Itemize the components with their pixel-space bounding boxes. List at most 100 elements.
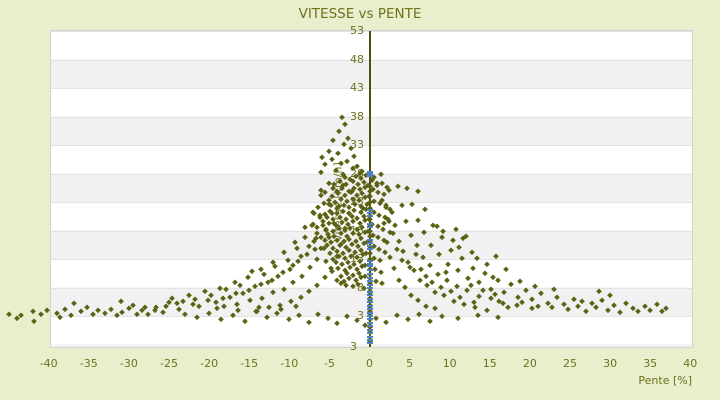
data-point <box>583 308 589 314</box>
x-tick-label: 25 <box>563 357 577 370</box>
data-point <box>415 297 421 303</box>
gridline <box>51 88 692 89</box>
zero-axis-mark <box>366 297 373 300</box>
gridline <box>51 59 692 61</box>
data-point <box>293 303 299 309</box>
data-point <box>349 241 355 247</box>
x-tick-label: -35 <box>79 357 98 370</box>
chart-title: VITESSE vs PENTE <box>298 6 422 22</box>
x-tick-label: 30 <box>603 357 618 370</box>
gridline <box>51 116 692 118</box>
data-point <box>275 272 281 279</box>
data-point <box>471 299 477 305</box>
data-point <box>395 183 401 189</box>
data-point <box>379 180 385 186</box>
data-point <box>408 292 414 299</box>
data-point <box>438 284 444 290</box>
data-point <box>176 306 182 312</box>
data-point <box>554 294 560 300</box>
data-point <box>350 178 356 184</box>
data-point <box>329 268 335 274</box>
data-point <box>469 249 475 255</box>
data-point <box>488 295 494 301</box>
data-point <box>405 316 411 322</box>
data-point <box>630 305 636 311</box>
data-point <box>280 269 286 275</box>
data-point <box>549 304 555 310</box>
y-tick-label: 53 <box>350 24 364 37</box>
data-point <box>423 303 429 309</box>
data-point <box>57 314 63 320</box>
data-point <box>391 265 397 271</box>
data-point <box>274 310 280 316</box>
data-point <box>266 304 272 310</box>
data-point <box>295 258 301 264</box>
zero-axis-mark <box>366 325 373 328</box>
data-point <box>71 300 77 306</box>
data-point <box>324 214 330 220</box>
data-point <box>322 274 328 280</box>
data-point <box>492 291 498 297</box>
data-point <box>455 267 461 273</box>
data-point <box>394 312 400 318</box>
data-point <box>186 292 192 299</box>
data-point <box>14 315 20 321</box>
data-point <box>306 243 312 249</box>
data-point <box>457 294 463 300</box>
y-tick-label: 8 <box>330 281 364 294</box>
data-point <box>240 290 246 296</box>
data-point <box>259 295 265 301</box>
zero-axis-mark <box>366 338 373 341</box>
data-point <box>375 234 381 240</box>
plot-area[interactable]: 534843383328231813833Vitesse [km/h] <box>6 25 693 353</box>
zero-axis-mark <box>366 208 373 211</box>
data-point <box>589 300 595 306</box>
zero-axis-mark <box>366 304 373 307</box>
zero-axis-mark <box>366 170 373 173</box>
data-point <box>237 282 243 288</box>
data-point <box>95 307 101 313</box>
zero-axis-mark <box>366 280 373 283</box>
data-point <box>561 301 567 307</box>
data-point <box>482 270 488 276</box>
x-tick-label: 20 <box>522 357 537 370</box>
data-point <box>579 298 585 304</box>
data-point <box>515 294 521 300</box>
data-point <box>659 308 665 314</box>
data-point <box>343 181 349 187</box>
data-point <box>472 304 478 310</box>
zero-axis-mark <box>366 265 373 268</box>
data-point <box>445 261 451 267</box>
y-tick-label: 38 <box>350 109 364 123</box>
data-point <box>119 309 126 315</box>
data-point <box>306 319 312 325</box>
data-point <box>314 256 320 262</box>
data-point <box>153 304 159 310</box>
x-tick-label: 35 <box>643 357 658 370</box>
zero-axis-mark <box>366 262 373 265</box>
data-point <box>190 301 196 307</box>
data-point <box>258 281 264 287</box>
y-tick-label: 3 <box>357 309 364 322</box>
data-point <box>378 280 385 286</box>
data-point <box>654 301 660 307</box>
data-point <box>501 289 507 295</box>
zero-axis-mark <box>366 332 373 335</box>
data-point <box>422 206 428 212</box>
zero-axis-mark <box>366 244 373 247</box>
data-point <box>220 295 226 301</box>
data-point <box>194 314 200 320</box>
data-point <box>335 265 341 271</box>
data-point <box>378 171 384 177</box>
data-point <box>508 281 514 287</box>
data-point <box>319 154 325 160</box>
data-point <box>202 288 208 294</box>
data-point <box>343 215 349 222</box>
zero-axis-mark <box>366 173 373 176</box>
x-tick-label: 10 <box>442 357 457 370</box>
data-point <box>307 264 313 270</box>
data-point <box>84 304 90 310</box>
data-point <box>451 298 457 304</box>
data-point <box>278 306 284 312</box>
data-point <box>404 185 410 191</box>
